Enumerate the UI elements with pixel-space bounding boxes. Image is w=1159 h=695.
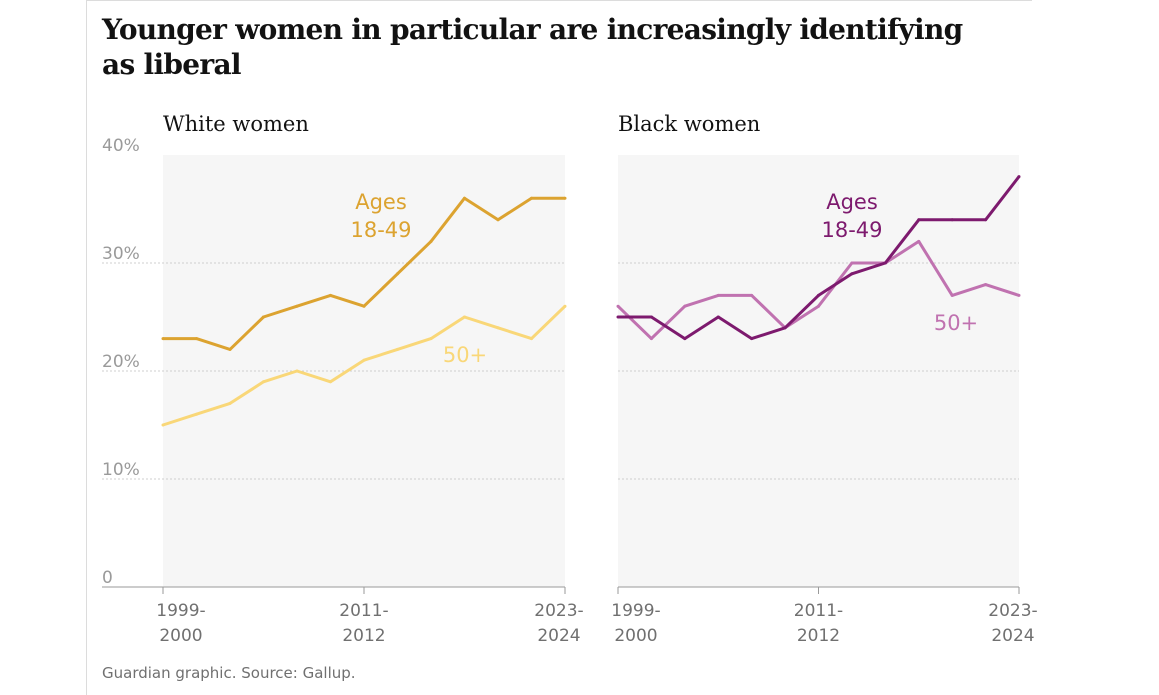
source-note: Guardian graphic. Source: Gallup. [102, 664, 356, 682]
y-tick-label: 0 [102, 568, 113, 588]
x-tick-label: 1999- [611, 601, 660, 621]
data-point [530, 196, 533, 200]
frame-rule-left [86, 0, 87, 695]
data-point [295, 369, 299, 373]
data-point [984, 283, 988, 287]
data-point [496, 218, 500, 222]
data-point [649, 315, 653, 319]
data-point [683, 337, 687, 341]
y-tick-label: 40% [102, 136, 140, 156]
data-point [195, 337, 198, 341]
data-point [362, 358, 366, 362]
series-label: 18-49 [350, 218, 411, 242]
data-point [616, 315, 620, 319]
data-point [783, 326, 787, 330]
data-point [883, 261, 887, 265]
x-tick-label: 2011- [794, 601, 843, 621]
series-label: Ages [826, 190, 878, 214]
data-point [228, 347, 232, 351]
y-tick-label: 30% [102, 244, 140, 264]
x-tick-label: 2012 [342, 626, 385, 646]
data-point [396, 272, 399, 276]
data-point [716, 293, 720, 297]
frame-rule-top [86, 0, 1032, 1]
y-tick-label: 10% [102, 460, 140, 480]
data-point [683, 304, 687, 308]
data-point [563, 196, 567, 200]
x-tick-label: 2000 [614, 626, 657, 646]
x-tick-label: 2023- [988, 601, 1037, 621]
panel-title: White women [163, 112, 309, 136]
y-tick-label: 20% [102, 352, 140, 372]
data-point [463, 315, 466, 319]
x-tick-label: 2024 [537, 626, 580, 646]
x-tick-label: 1999- [156, 601, 205, 621]
series-label: 18-49 [821, 218, 882, 242]
series-label: Ages [355, 190, 407, 214]
data-point [950, 293, 954, 297]
data-point [329, 293, 332, 297]
data-point [984, 218, 988, 222]
x-tick-label: 2000 [159, 626, 202, 646]
data-point [396, 347, 399, 351]
x-tick-label: 2023- [534, 601, 583, 621]
data-point [161, 423, 165, 427]
panel-black-women: Black women 1999- 2000 2011- 2012 2023- 2024 50… [611, 112, 1037, 646]
data-point [530, 337, 533, 341]
x-tick-label: 2024 [991, 626, 1034, 646]
x-tick-label: 2011- [339, 601, 388, 621]
data-point [429, 337, 433, 341]
data-point [750, 337, 754, 341]
series-label: 50+ [443, 343, 487, 367]
data-point [496, 326, 500, 330]
data-point [195, 412, 198, 416]
data-point [228, 401, 232, 405]
data-point [329, 380, 332, 384]
data-point [1017, 293, 1021, 297]
panel-white-women: White women 40% 30% 20% 10% 0 1999- 2000 2011- 20… [102, 112, 584, 646]
data-point [850, 261, 854, 265]
data-point [649, 337, 653, 341]
data-point [716, 315, 720, 319]
data-point [1017, 175, 1021, 179]
data-point [262, 315, 265, 319]
series-label: 50+ [934, 311, 978, 335]
data-point [817, 304, 820, 308]
data-point [429, 239, 433, 243]
data-point [850, 272, 854, 276]
headline: Younger women in particular are increasi… [102, 13, 963, 81]
data-point [750, 293, 754, 297]
x-tick-label: 2012 [797, 626, 840, 646]
data-point [161, 337, 165, 341]
data-point [362, 304, 366, 308]
data-point [817, 293, 820, 297]
data-point [917, 218, 921, 222]
data-point [950, 218, 954, 222]
data-point [262, 380, 265, 384]
data-point [463, 196, 466, 200]
panel-title: Black women [618, 112, 760, 136]
data-point [295, 304, 299, 308]
data-point [563, 304, 567, 308]
data-point [917, 239, 921, 243]
data-point [616, 304, 620, 308]
